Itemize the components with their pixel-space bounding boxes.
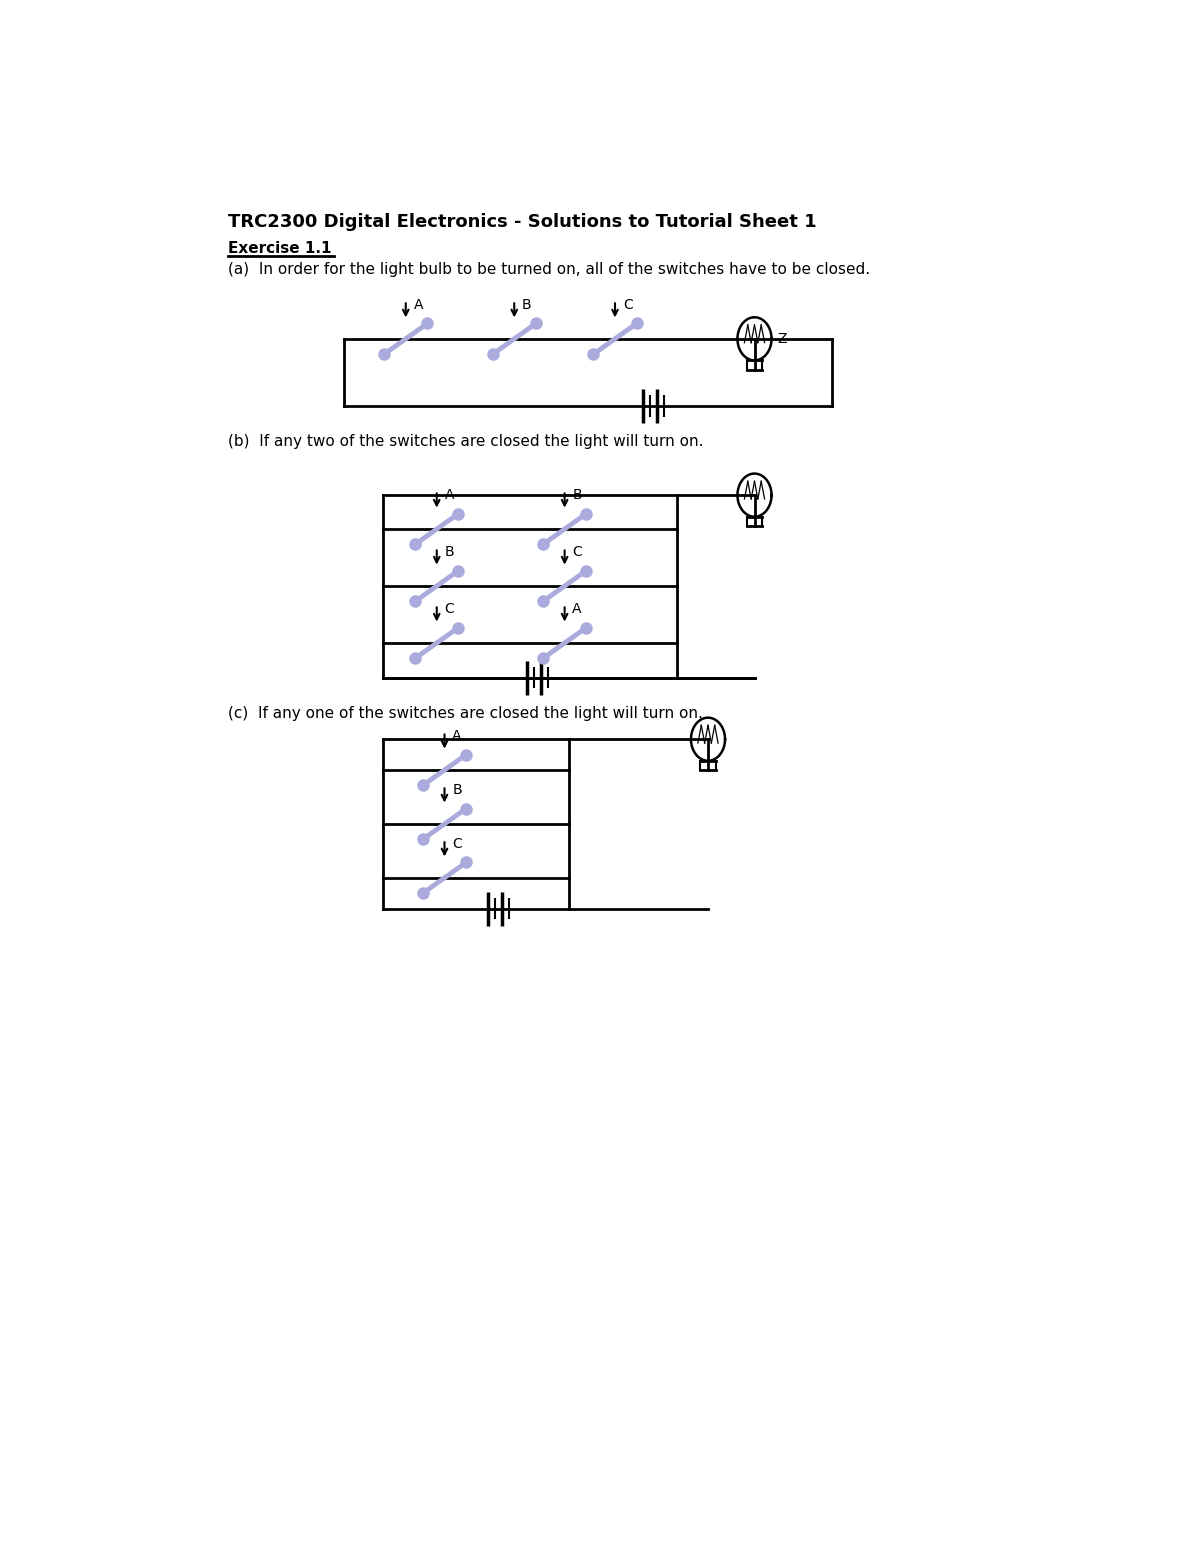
Text: C: C [572,545,582,559]
Text: (a)  In order for the light bulb to be turned on, all of the switches have to be: (a) In order for the light bulb to be tu… [228,262,870,276]
Text: B: B [444,545,454,559]
Text: (c)  If any one of the switches are closed the light will turn on.: (c) If any one of the switches are close… [228,707,702,721]
Text: C: C [452,837,462,851]
Text: A: A [452,730,462,744]
Text: A: A [414,298,424,312]
Text: C: C [444,603,455,617]
Text: A: A [444,488,454,502]
Text: (b)  If any two of the switches are closed the light will turn on.: (b) If any two of the switches are close… [228,433,703,449]
Text: B: B [522,298,532,312]
Text: Exercise 1.1: Exercise 1.1 [228,241,331,256]
Text: TRC2300 Digital Electronics - Solutions to Tutorial Sheet 1: TRC2300 Digital Electronics - Solutions … [228,213,816,231]
Text: B: B [572,488,582,502]
Text: A: A [572,603,582,617]
Text: Z: Z [776,332,786,346]
Text: C: C [623,298,632,312]
Text: B: B [452,783,462,797]
